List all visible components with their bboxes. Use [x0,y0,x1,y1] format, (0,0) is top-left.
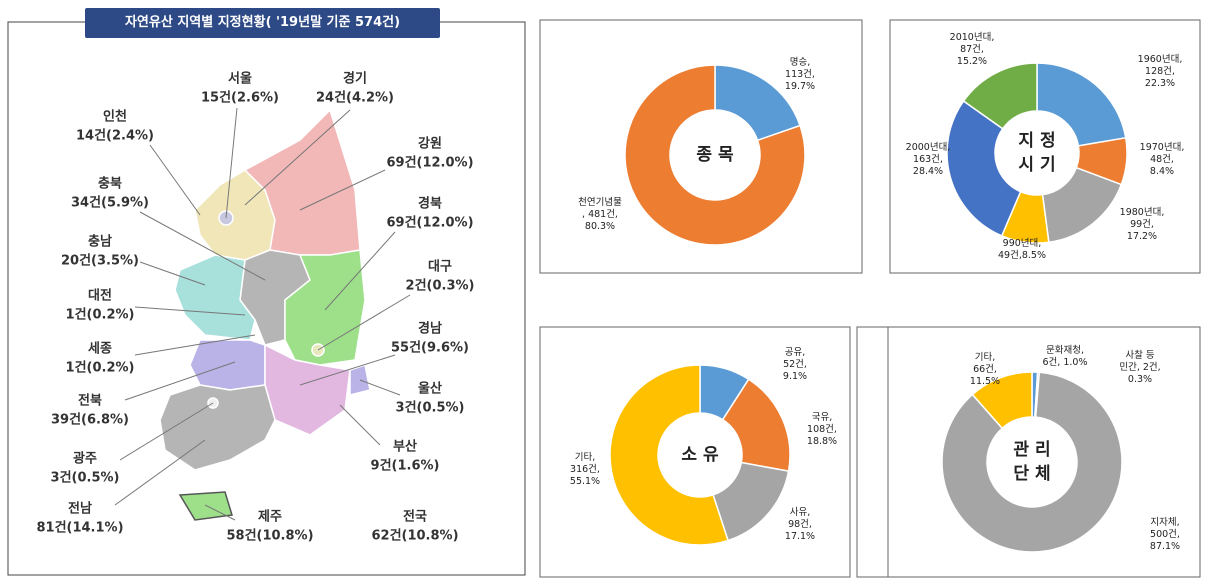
leader [299,169,386,211]
region-name: 경남 [418,321,442,337]
region-value: 62건(10.8%) [371,528,459,544]
leader [225,107,238,219]
map [159,108,371,521]
leader [149,144,201,216]
region-value: 15건(2.6%) [201,90,279,106]
panel [539,326,851,578]
region-value: 24건(4.2%) [316,90,394,106]
panel [539,19,863,274]
leader [339,404,381,446]
leader [139,261,206,286]
region-name: 부산 [393,439,417,455]
region-value: 9건(1.6%) [370,458,440,474]
slice-label: 국유, 108건, 18.8% [806,412,838,447]
slice-label: 2010년대, 87건, 15.2% [949,32,995,67]
region-name: 세종 [88,341,112,357]
slice-label: 기타, 316건, 55.1% [569,452,601,487]
donut-slice [624,64,806,246]
slice-label: 사유, 98건, 17.1% [784,507,816,542]
region-value: 20건(3.5%) [61,253,139,269]
region-value: 81건(14.1%) [36,520,124,536]
slice-label: 문화재청, 6건, 1.0% [1042,345,1088,368]
leader [359,379,401,396]
slice-label: 기타, 66건, 11.5% [969,352,1001,387]
slice-label: 1970년대, 48건, 8.4% [1139,142,1185,177]
donut-title: 소 유 [681,445,719,465]
donut-title: 지 정 시 기 [1018,131,1056,175]
region-value: 34건(5.9%) [71,195,149,211]
region-name: 강원 [418,136,442,152]
slice-label: 명승, 113건, 19.7% [784,57,816,92]
region-name: 서울 [228,71,252,87]
donut-slice [962,62,1038,130]
panel [856,326,1201,578]
slice-label: 1960년대, 128건, 22.3% [1137,54,1183,89]
leader [119,402,214,461]
region-name: 제주 [258,509,282,525]
donut-slice [971,371,1033,430]
region-name: 인천 [103,109,127,125]
donut-slice [941,371,1123,553]
leader [244,109,351,206]
region-value: 58건(10.8%) [226,528,314,544]
donut-slice [1036,62,1127,147]
region-value: 14건(2.4%) [76,128,154,144]
region-name: 대전 [88,288,112,304]
leader-lines [114,107,411,521]
region-jeonnam [159,384,276,471]
slice-label: 사찰 등 민간, 2건, 0.3% [1119,350,1161,385]
region-value: 1건(0.2%) [65,360,135,376]
leader [204,504,236,521]
region-value: 39건(6.8%) [51,412,129,428]
slice-label: 1980년대, 99건, 17.2% [1119,207,1165,242]
region-name: 대구 [428,259,452,275]
donut-slice [609,364,729,546]
slice-label: 공유, 52건, 9.1% [782,347,808,382]
region-value: 2건(0.3%) [405,278,475,294]
slice-label: 2000년대, 163건, 28.4% [905,142,951,177]
map-title: 자연유산 지역별 지정현황( '19년말 기준 574건) [85,8,440,38]
region-name: 충북 [98,176,122,192]
region-name: 전북 [78,393,102,409]
leader [324,231,396,311]
leader [134,306,246,316]
leader [299,354,396,386]
region-chungnam [174,254,256,341]
leader [139,211,266,281]
panel [889,19,1201,274]
slice-label: 지자체, 500건, 87.1% [1149,517,1181,552]
leader [317,294,411,351]
region-name: 경북 [418,196,442,212]
region-value: 1건(0.2%) [65,307,135,323]
slice-label: 천연기념물 , 481건, 80.3% [578,197,622,232]
region-value: 69건(12.0%) [386,155,474,171]
donut-title: 관 리 단 체 [1013,440,1051,484]
region-value: 55건(9.6%) [391,340,469,356]
region-name: 전국 [403,509,427,525]
region-name: 전남 [68,501,92,517]
slice-label: 990년대, 49건,8.5% [998,238,1046,261]
leader [124,361,236,401]
donut-slice [714,64,802,142]
region-value: 3건(0.5%) [395,400,465,416]
region-name: 광주 [73,451,97,467]
region-value: 69건(12.0%) [386,215,474,231]
leader [134,334,256,356]
region-name: 충남 [88,234,112,250]
region-name: 울산 [418,381,442,397]
leader [114,439,206,506]
donut-slice [946,99,1022,237]
region-name: 경기 [343,71,367,87]
region-value: 3건(0.5%) [50,470,120,486]
donut-title: 종 목 [696,145,734,165]
